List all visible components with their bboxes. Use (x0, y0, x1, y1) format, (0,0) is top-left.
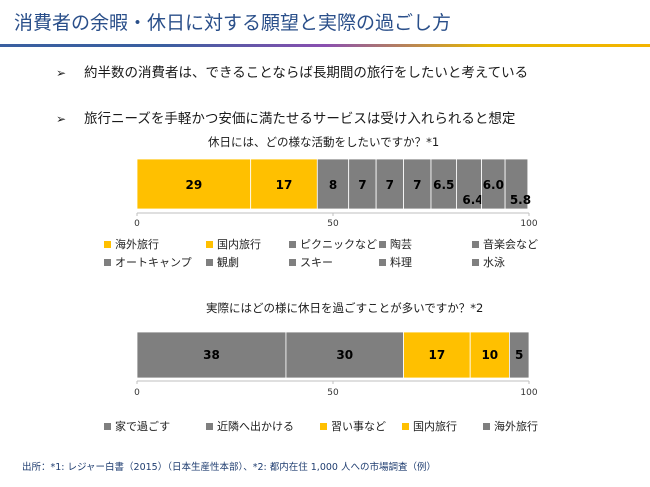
x-tick-label: 100 (520, 219, 537, 229)
legend-swatch (379, 259, 386, 266)
bullet-text: 旅行ニーズを手軽かつ安価に満たせるサービスは受け入れられると想定 (84, 111, 516, 127)
data-label: 29 (185, 178, 202, 192)
legend-label: 国内旅行 (413, 419, 457, 433)
x-tick-label: 50 (327, 219, 339, 229)
title-underline (0, 44, 650, 47)
data-label: 17 (276, 178, 293, 192)
data-label: 7 (386, 178, 394, 192)
bar-segment (456, 158, 482, 210)
legend-swatch (289, 259, 296, 266)
legend-label: 海外旅行 (494, 419, 538, 433)
legend-swatch (104, 423, 111, 430)
data-label: 5.8 (510, 193, 531, 207)
legend-swatch (206, 241, 213, 248)
legend-label: 観劇 (217, 255, 239, 269)
x-tick-label: 0 (134, 388, 140, 398)
data-label: 17 (429, 348, 446, 362)
data-label: 6.4 (462, 193, 483, 207)
legend-label: 音楽会など (483, 237, 538, 251)
legend-label: 陶芸 (390, 237, 412, 251)
legend-label: 家で過ごす (115, 419, 170, 433)
legend-label: 海外旅行 (115, 237, 159, 251)
legend-swatch (320, 423, 327, 430)
x-tick-label: 50 (327, 388, 339, 398)
legend-swatch (104, 241, 111, 248)
arrow-bullet-icon: ➢ (56, 112, 67, 126)
bullet-text: 約半数の消費者は、できることならば長期間の旅行をしたいと考えている (84, 65, 529, 81)
x-tick-label: 100 (520, 388, 537, 398)
arrow-bullet-icon: ➢ (56, 66, 67, 80)
data-label: 6.0 (483, 178, 504, 192)
legend-swatch (483, 423, 490, 430)
legend-swatch (104, 259, 111, 266)
legend-label: 料理 (390, 255, 412, 269)
legend-label: 習い事など (331, 420, 386, 433)
page-title: 消費者の余暇・休日に対する願望と実際の過ごし方 (14, 12, 452, 34)
bar-segment (375, 158, 404, 210)
legend-label: スキー (300, 256, 333, 269)
legend-swatch (206, 423, 213, 430)
bar-segment (403, 158, 432, 210)
legend-label: 国内旅行 (217, 237, 261, 251)
data-label: 38 (203, 348, 220, 362)
bar-segment (250, 158, 318, 210)
legend-label: 近隣へ出かける (217, 419, 294, 433)
data-label: 7 (358, 178, 366, 192)
legend-swatch (289, 241, 296, 248)
bar-segment (285, 331, 404, 379)
bar-segment (504, 158, 529, 210)
chart-2-title: 実際にはどの様に休日を過ごすことが多いですか？*2 (206, 301, 484, 315)
bar-segment (348, 158, 377, 210)
chart-1-title: 休日には、どの様な活動をしたいですか？*1 (208, 135, 440, 149)
bar-segment (316, 158, 350, 210)
data-label: 6.5 (433, 178, 454, 192)
bar-segment (508, 331, 530, 379)
bar-segment (136, 331, 287, 379)
legend-label: ピクニックなど (300, 238, 377, 251)
legend-swatch (472, 241, 479, 248)
legend-label: 水泳 (483, 255, 505, 269)
legend-swatch (402, 423, 409, 430)
legend-swatch (379, 241, 386, 248)
bar-segment (430, 158, 457, 210)
data-label: 7 (413, 178, 421, 192)
legend-swatch (206, 259, 213, 266)
bar-segment (136, 158, 252, 210)
bullet-item: ➢ 約半数の消費者は、できることならば長期間の旅行をしたいと考えている (56, 64, 616, 83)
bullet-item: ➢ 旅行ニーズを手軽かつ安価に満たせるサービスは受け入れられると想定 (56, 110, 616, 129)
source-note: 出所：*1: レジャー白書（2015）（日本生産性本部）、*2: 都内在住 1,… (22, 462, 436, 473)
data-label: 5 (515, 348, 523, 362)
legend-swatch (472, 259, 479, 266)
data-label: 10 (481, 348, 498, 362)
legend-label: オートキャンプ (115, 256, 192, 269)
data-label: 8 (329, 178, 337, 192)
x-tick-label: 0 (134, 219, 140, 229)
data-label: 30 (336, 348, 353, 362)
